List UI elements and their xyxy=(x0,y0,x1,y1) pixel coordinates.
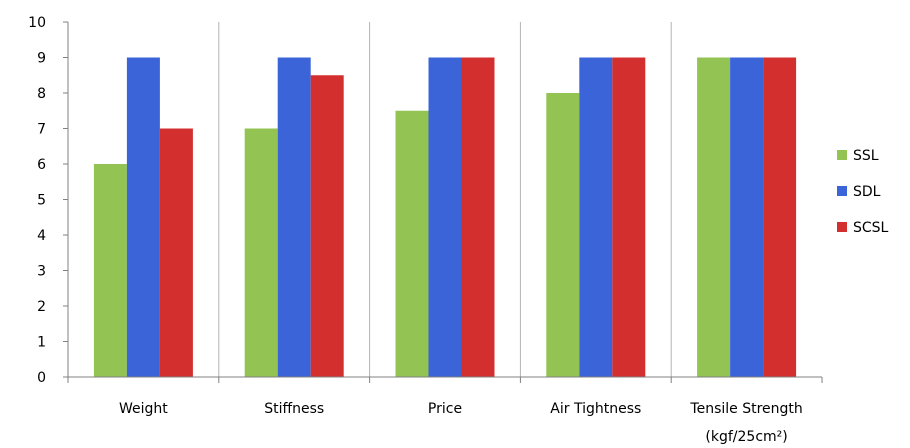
x-category-sublabel: (kgf/25cm²) xyxy=(705,429,787,445)
bars xyxy=(93,57,797,377)
x-category-label: Tensile Strength xyxy=(689,401,802,417)
bar-scsl-weight xyxy=(159,128,193,377)
y-axis: 0 1 2 3 4 5 6 7 8 9 10 xyxy=(28,15,69,386)
y-tick-label: 2 xyxy=(37,299,46,315)
bar-sdl-air-tightness xyxy=(579,57,613,377)
x-category-label: Air Tightness xyxy=(550,401,641,417)
legend-swatch-sdl xyxy=(837,186,847,196)
x-axis: Weight Stiffness Price Air Tightness Tensile… xyxy=(63,376,823,445)
legend-swatch-ssl xyxy=(837,150,847,160)
bar-ssl-air-tightness xyxy=(546,93,580,377)
bar-scsl-air-tightness xyxy=(612,57,646,377)
y-tick-label: 3 xyxy=(37,264,46,280)
bar-scsl-tensile-strength xyxy=(763,57,797,377)
y-tick-label: 9 xyxy=(37,51,46,67)
legend-label-ssl: SSL xyxy=(853,148,879,164)
y-tick-label: 7 xyxy=(37,122,46,138)
x-category-label: Price xyxy=(428,401,462,417)
legend-swatch-scsl xyxy=(837,222,847,232)
bar-sdl-tensile-strength xyxy=(730,57,764,377)
y-tick-label: 1 xyxy=(37,335,46,351)
bar-ssl-tensile-strength xyxy=(697,57,731,377)
bar-sdl-weight xyxy=(126,57,160,377)
bar-ssl-stiffness xyxy=(244,128,278,377)
y-tick-label: 0 xyxy=(37,370,46,386)
legend-label-sdl: SDL xyxy=(853,184,881,200)
bar-scsl-stiffness xyxy=(310,75,344,377)
legend: SSL SDL SCSL xyxy=(837,148,889,236)
bar-scsl-price xyxy=(461,57,495,377)
y-tick-label: 5 xyxy=(37,193,46,209)
x-category-label: Stiffness xyxy=(264,401,324,417)
bar-ssl-weight xyxy=(93,164,127,377)
category-separators xyxy=(218,22,672,377)
x-category-label: Weight xyxy=(119,401,168,417)
y-tick-label: 4 xyxy=(37,228,46,244)
legend-label-scsl: SCSL xyxy=(853,220,889,236)
y-tick-label: 8 xyxy=(37,86,46,102)
bar-sdl-price xyxy=(428,57,462,377)
bar-sdl-stiffness xyxy=(277,57,311,377)
bar-ssl-price xyxy=(395,110,429,377)
y-tick-label: 6 xyxy=(37,157,46,173)
y-tick-label: 10 xyxy=(28,15,46,31)
